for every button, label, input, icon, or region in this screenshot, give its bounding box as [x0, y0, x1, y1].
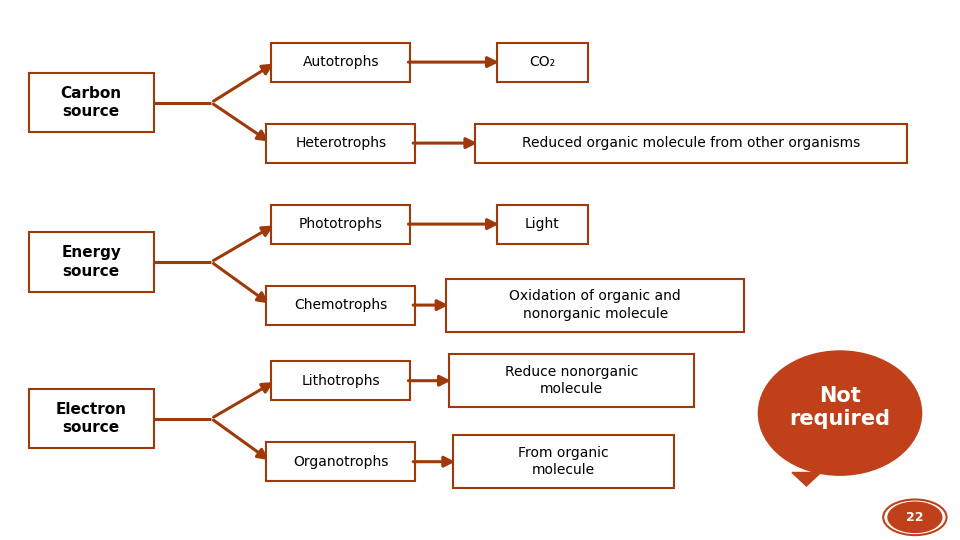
Text: Lithotrophs: Lithotrophs: [301, 374, 380, 388]
Text: Light: Light: [525, 217, 560, 231]
Text: Chemotrophs: Chemotrophs: [294, 298, 388, 312]
FancyBboxPatch shape: [29, 73, 154, 132]
FancyBboxPatch shape: [497, 43, 588, 82]
FancyBboxPatch shape: [271, 361, 411, 400]
Text: Organotrophs: Organotrophs: [293, 455, 389, 469]
Text: Electron
source: Electron source: [56, 402, 127, 435]
Text: Reduced organic molecule from other organisms: Reduced organic molecule from other orga…: [522, 136, 860, 150]
FancyBboxPatch shape: [453, 435, 674, 488]
FancyBboxPatch shape: [266, 442, 415, 481]
FancyBboxPatch shape: [448, 354, 693, 407]
FancyBboxPatch shape: [266, 124, 415, 163]
FancyBboxPatch shape: [497, 205, 588, 244]
Text: Phototrophs: Phototrophs: [299, 217, 383, 231]
FancyBboxPatch shape: [475, 124, 907, 163]
FancyBboxPatch shape: [446, 279, 744, 332]
FancyBboxPatch shape: [29, 389, 154, 448]
Circle shape: [883, 500, 947, 535]
Text: Carbon
source: Carbon source: [60, 86, 122, 119]
FancyBboxPatch shape: [271, 205, 411, 244]
Text: From organic
molecule: From organic molecule: [518, 446, 609, 477]
FancyBboxPatch shape: [266, 286, 415, 325]
Text: Heterotrophs: Heterotrophs: [296, 136, 386, 150]
Text: Not
required: Not required: [789, 386, 891, 429]
Polygon shape: [792, 472, 821, 486]
Text: Oxidation of organic and
nonorganic molecule: Oxidation of organic and nonorganic mole…: [510, 289, 681, 321]
Text: CO₂: CO₂: [529, 55, 556, 69]
FancyBboxPatch shape: [271, 43, 411, 82]
Text: 22: 22: [906, 511, 924, 524]
Circle shape: [888, 502, 942, 532]
Text: Reduce nonorganic
molecule: Reduce nonorganic molecule: [505, 365, 637, 396]
FancyBboxPatch shape: [29, 232, 154, 292]
Text: Energy
source: Energy source: [61, 245, 121, 279]
Text: Autotrophs: Autotrophs: [302, 55, 379, 69]
Ellipse shape: [758, 351, 922, 475]
